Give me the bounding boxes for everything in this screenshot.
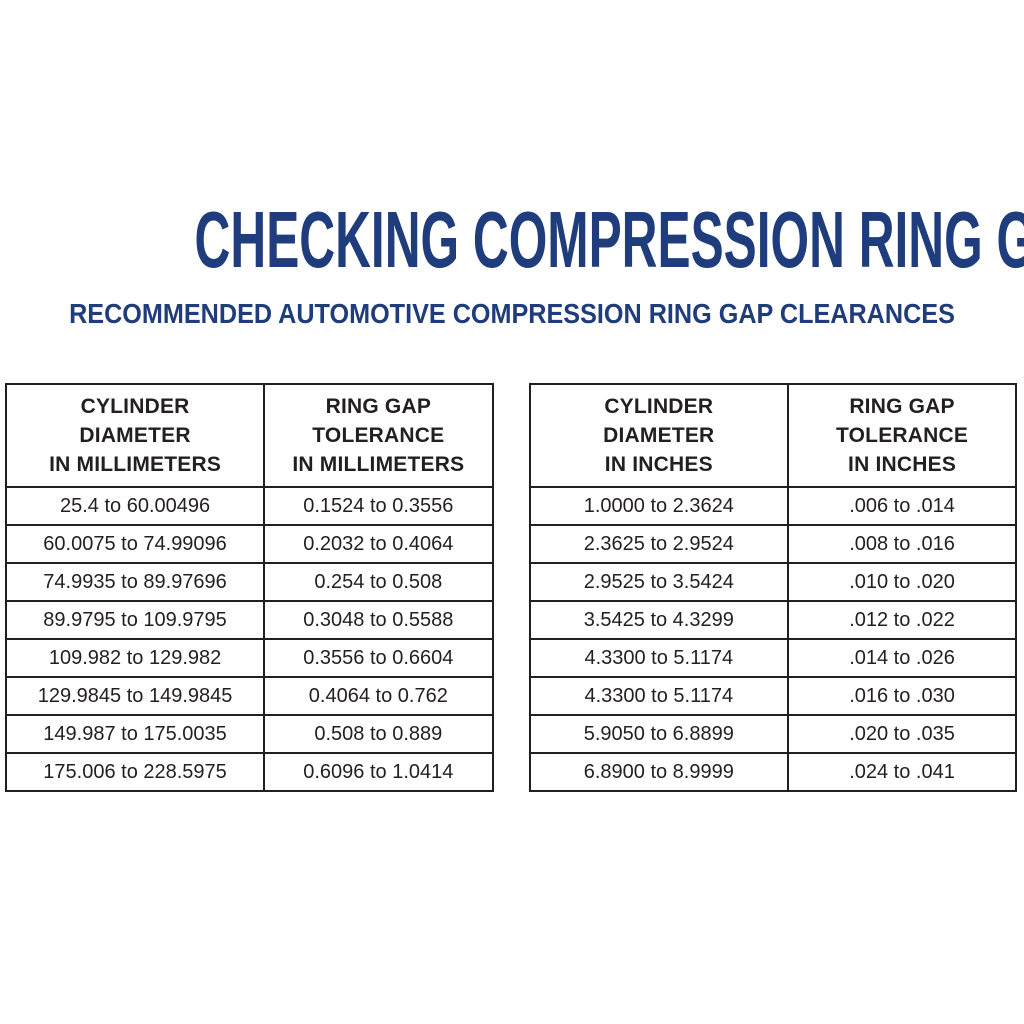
inches-table-body: 1.0000 to 2.3624 .006 to .014 2.3625 to … — [528, 486, 1017, 792]
header-line: IN INCHES — [848, 453, 957, 476]
table-row: 4.3300 to 5.1174 .014 to .026 — [528, 638, 1017, 678]
table-row: 1.0000 to 2.3624 .006 to .014 — [528, 486, 1017, 526]
table-cell: 2.9525 to 3.5424 — [528, 562, 790, 602]
table-row: 149.987 to 175.0035 0.508 to 0.889 — [4, 714, 494, 754]
table-cell: 0.508 to 0.889 — [263, 714, 494, 754]
table-cell: 0.1524 to 0.3556 — [263, 486, 494, 526]
millimeters-table-body: 25.4 to 60.00496 0.1524 to 0.3556 60.007… — [4, 486, 494, 792]
table-row: 2.3625 to 2.9524 .008 to .016 — [528, 524, 1017, 564]
inches-table-head: CYLINDER DIAMETER IN INCHES RING GAP TOL… — [528, 383, 1017, 488]
table-row: 175.006 to 228.5975 0.6096 to 1.0414 — [4, 752, 494, 792]
table-cell: .020 to .035 — [787, 714, 1017, 754]
header-line: CYLINDER — [604, 395, 714, 418]
table-cell: 109.982 to 129.982 — [4, 638, 266, 678]
inches-table: CYLINDER DIAMETER IN INCHES RING GAP TOL… — [528, 383, 1018, 792]
table-cell: 5.9050 to 6.8899 — [528, 714, 790, 754]
table-cell: 60.0075 to 74.99096 — [4, 524, 266, 564]
header-line: IN MILLIMETERS — [49, 453, 222, 476]
table-cell: 2.3625 to 2.9524 — [528, 524, 790, 564]
table-row: 25.4 to 60.00496 0.1524 to 0.3556 — [4, 486, 494, 526]
table-cell: 0.4064 to 0.762 — [263, 676, 494, 716]
header-line: TOLERANCE — [835, 424, 969, 447]
table-row: 5.9050 to 6.8899 .020 to .035 — [528, 714, 1017, 754]
mm-cylinder-diameter-header: CYLINDER DIAMETER IN MILLIMETERS — [4, 383, 266, 488]
page-subtitle: RECOMMENDED AUTOMOTIVE COMPRESSION RING … — [69, 298, 955, 329]
table-cell: 149.987 to 175.0035 — [4, 714, 266, 754]
table-row: 6.8900 to 8.9999 .024 to .041 — [528, 752, 1017, 792]
table-cell: .016 to .030 — [787, 676, 1017, 716]
table-row: 74.9935 to 89.97696 0.254 to 0.508 — [4, 562, 494, 602]
table-cell: .024 to .041 — [787, 752, 1017, 792]
table-cell: 25.4 to 60.00496 — [4, 486, 266, 526]
table-cell: 175.006 to 228.5975 — [4, 752, 266, 792]
table-cell: .012 to .022 — [787, 600, 1017, 640]
table-cell: 4.3300 to 5.1174 — [528, 676, 790, 716]
table-cell: 0.3048 to 0.5588 — [263, 600, 494, 640]
table-cell: 0.6096 to 1.0414 — [263, 752, 494, 792]
header-line: DIAMETER — [603, 424, 715, 447]
table-row: 109.982 to 129.982 0.3556 to 0.6604 — [4, 638, 494, 678]
table-cell: 1.0000 to 2.3624 — [528, 486, 790, 526]
table-row: 89.9795 to 109.9795 0.3048 to 0.5588 — [4, 600, 494, 640]
table-cell: 129.9845 to 149.9845 — [4, 676, 266, 716]
table-cell: .008 to .016 — [787, 524, 1017, 564]
header-line: IN MILLIMETERS — [292, 453, 465, 476]
table-cell: 89.9795 to 109.9795 — [4, 600, 266, 640]
header-line: CYLINDER — [80, 395, 190, 418]
tables-row: CYLINDER DIAMETER IN MILLIMETERS RING GA… — [4, 383, 1018, 792]
table-row: 4.3300 to 5.1174 .016 to .030 — [528, 676, 1017, 716]
table-cell: 0.2032 to 0.4064 — [263, 524, 494, 564]
header-line: IN INCHES — [604, 453, 713, 476]
table-cell: 4.3300 to 5.1174 — [528, 638, 790, 678]
table-row: 60.0075 to 74.99096 0.2032 to 0.4064 — [4, 524, 494, 564]
table-row: 3.5425 to 4.3299 .012 to .022 — [528, 600, 1017, 640]
table-cell: .006 to .014 — [787, 486, 1017, 526]
millimeters-table: CYLINDER DIAMETER IN MILLIMETERS RING GA… — [4, 383, 494, 792]
table-cell: .010 to .020 — [787, 562, 1017, 602]
millimeters-table-head: CYLINDER DIAMETER IN MILLIMETERS RING GA… — [4, 383, 494, 488]
table-cell: 3.5425 to 4.3299 — [528, 600, 790, 640]
table-cell: 0.254 to 0.508 — [263, 562, 494, 602]
table-cell: .014 to .026 — [787, 638, 1017, 678]
in-cylinder-diameter-header: CYLINDER DIAMETER IN INCHES — [528, 383, 790, 488]
in-ring-gap-tolerance-header: RING GAP TOLERANCE IN INCHES — [787, 383, 1017, 488]
mm-ring-gap-tolerance-header: RING GAP TOLERANCE IN MILLIMETERS — [263, 383, 494, 488]
table-cell: 6.8900 to 8.9999 — [528, 752, 790, 792]
table-row: 129.9845 to 149.9845 0.4064 to 0.762 — [4, 676, 494, 716]
header-line: TOLERANCE — [312, 424, 445, 447]
page-title: CHECKING COMPRESSION RING GAPS — [194, 195, 1024, 284]
table-header-row: CYLINDER DIAMETER IN INCHES RING GAP TOL… — [528, 383, 1017, 488]
table-cell: 0.3556 to 0.6604 — [263, 638, 494, 678]
header-line: DIAMETER — [79, 424, 191, 447]
table-row: 2.9525 to 3.5424 .010 to .020 — [528, 562, 1017, 602]
table-cell: 74.9935 to 89.97696 — [4, 562, 266, 602]
header-line: RING GAP — [849, 395, 955, 418]
table-header-row: CYLINDER DIAMETER IN MILLIMETERS RING GA… — [4, 383, 494, 488]
header-line: RING GAP — [325, 395, 432, 418]
